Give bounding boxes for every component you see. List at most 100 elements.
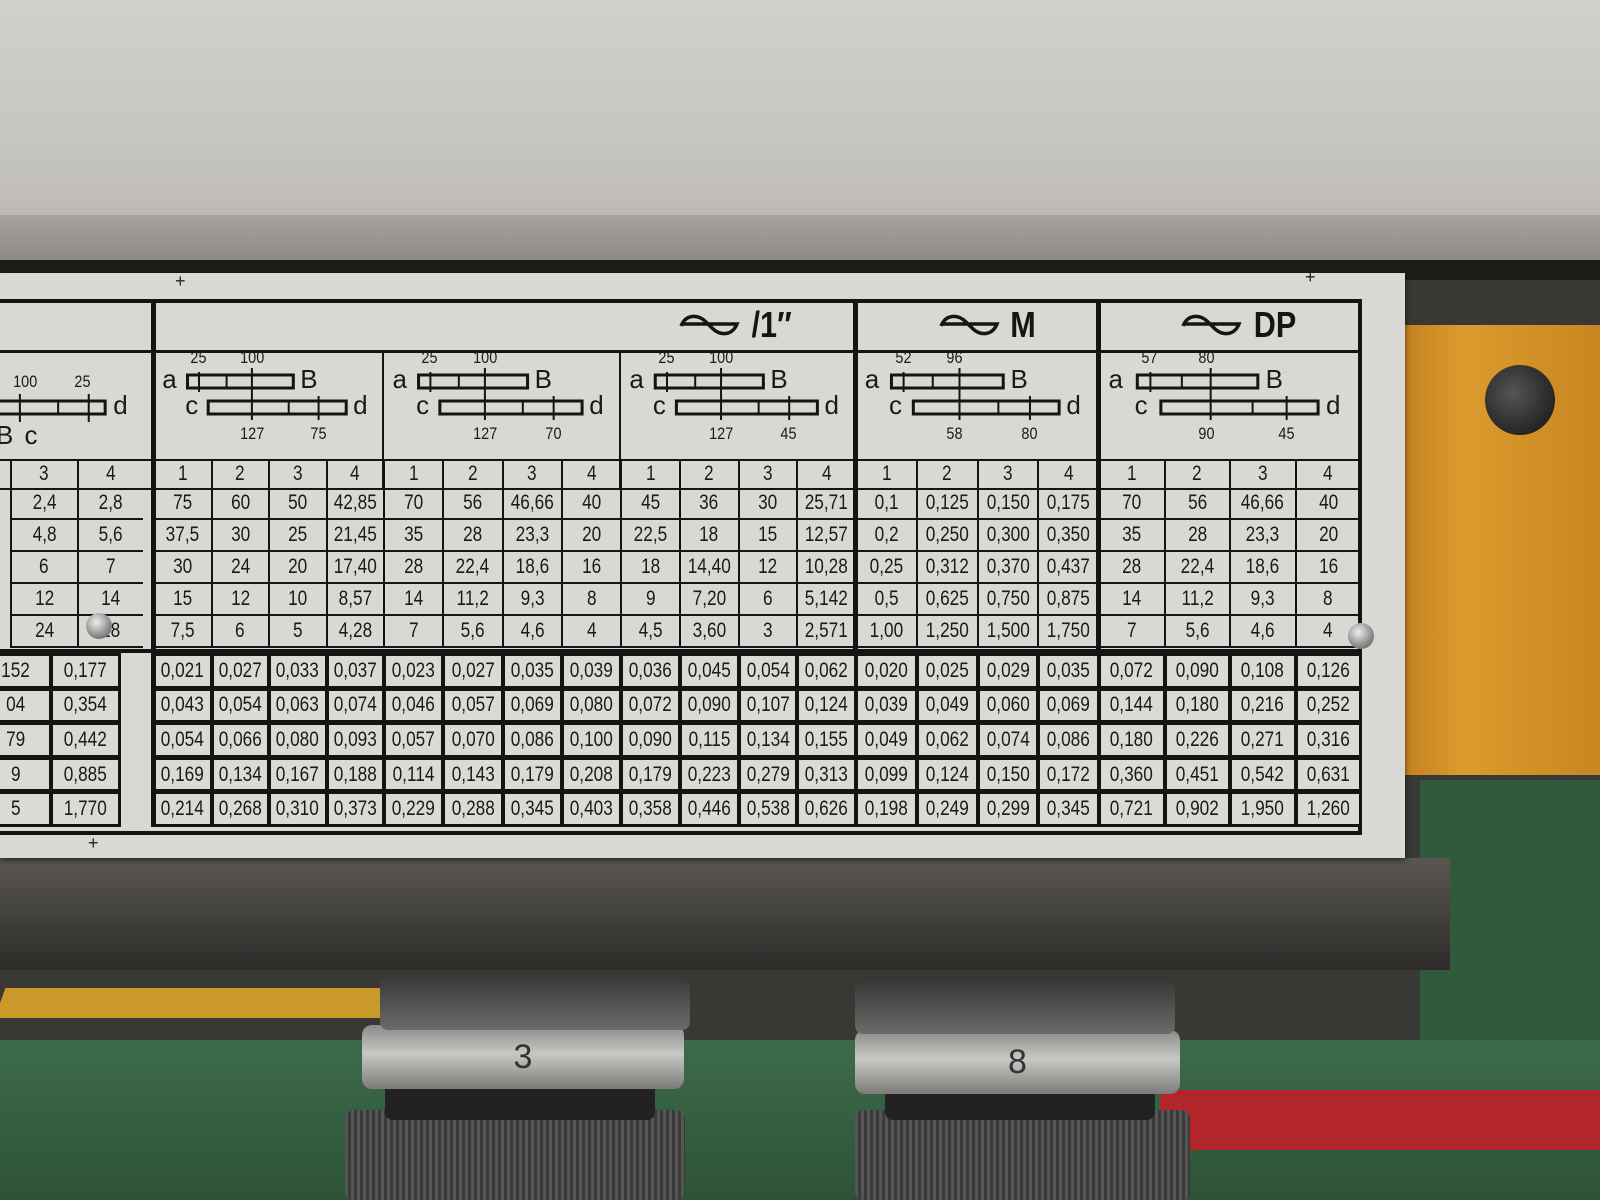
pitch-cell: 4,6	[1229, 616, 1295, 648]
feed-cell: 0,179	[620, 756, 681, 793]
pitch-cell: 5	[268, 616, 326, 648]
pitch-cell: 14	[383, 584, 443, 616]
pitch-cell: 0,150	[976, 488, 1038, 520]
column-number-text: 3	[763, 461, 773, 485]
pitch-cell: 5,6	[1163, 616, 1229, 648]
grid-line	[620, 649, 855, 653]
pitch-value: 11,2	[456, 587, 489, 610]
pitch-cell: 7	[1098, 616, 1164, 648]
feed-value: 0,249	[925, 797, 969, 821]
feed-value: 0,025	[925, 658, 969, 682]
column-number: 4	[1037, 459, 1098, 488]
pitch-cell: 20	[560, 520, 620, 552]
feed-value: 0,049	[925, 693, 969, 717]
section-title	[0, 299, 93, 350]
pitch-cell: 30	[210, 520, 268, 552]
pitch-cell: 0,750	[976, 584, 1038, 616]
pitch-value: 6	[39, 555, 50, 578]
pitch-value: 4,6	[520, 619, 545, 642]
pitch-cell: 45	[620, 488, 679, 520]
feed-cell: 0,177	[49, 653, 122, 689]
pitch-cell: 12	[10, 584, 77, 616]
feed-value: 0,885	[63, 762, 107, 786]
column-number-text: 1	[1126, 461, 1137, 485]
feed-cell: 0,150	[976, 756, 1040, 793]
feed-value: 0,144	[1110, 693, 1154, 717]
pitch-value: 7,5	[170, 619, 195, 642]
feed-value: 0,036	[628, 658, 672, 682]
pitch-value: 7	[1126, 619, 1137, 642]
feed-cell: 0,902	[1163, 791, 1231, 827]
feed-cell: 0,538	[737, 791, 799, 827]
gear-letter-c: c	[652, 390, 666, 420]
feed-value: 0,252	[1306, 693, 1350, 717]
feed-cell: 0,721	[1098, 791, 1166, 827]
feed-value: 0,208	[569, 762, 613, 786]
feed-cell: 0,345	[1037, 791, 1100, 827]
feed-value: 0,057	[392, 727, 436, 751]
gear-selector-dial-left[interactable]: 3	[362, 1025, 684, 1089]
feed-cell: 0,229	[382, 791, 445, 827]
pitch-value: 6	[763, 587, 773, 610]
column-number-text: 4	[586, 461, 597, 485]
gear-selector-dial-right[interactable]: 8	[855, 1030, 1180, 1094]
feed-cell: 0,057	[382, 722, 445, 758]
pitch-value: 12	[34, 587, 54, 610]
feed-value: 0,074	[986, 727, 1030, 751]
feed-value: 0,100	[569, 727, 613, 751]
feed-cell: 0,060	[976, 687, 1040, 724]
pitch-value: 0,5	[874, 587, 899, 610]
column-number-text: 2	[468, 461, 478, 485]
pitch-cell: 70	[1098, 488, 1164, 520]
column-number-text: 2	[235, 461, 246, 485]
pitch-value: 3,60	[692, 619, 726, 642]
knurled-knob-right[interactable]	[855, 1110, 1190, 1200]
gear-d-teeth: 80	[1021, 424, 1038, 443]
pitch-value: 0,2	[874, 523, 899, 546]
subsection-divider	[382, 350, 384, 488]
grid-line	[0, 350, 153, 353]
gear-letter-a: a	[864, 364, 880, 394]
pitch-cell: 18	[620, 552, 679, 584]
pitch-cell: 14,40	[678, 552, 738, 584]
gear-teeth: 25	[74, 372, 91, 391]
feed-cell: 0,271	[1229, 722, 1297, 758]
feed-value: 0,316	[1306, 727, 1350, 751]
pitch-cell: 8	[560, 584, 620, 616]
column-number-text: 2	[942, 461, 952, 485]
pitch-cell: 18	[678, 520, 738, 552]
feed-value: 0,279	[746, 762, 790, 786]
feed-value: 0,126	[1306, 658, 1350, 682]
pitch-value: 24	[230, 555, 250, 578]
pitch-value: 0,250	[925, 523, 969, 546]
feed-cell: 0,631	[1294, 756, 1362, 793]
pitch-value: 4,5	[638, 619, 663, 642]
feed-value: 0,090	[628, 727, 672, 751]
pitch-value: 0,312	[925, 555, 969, 578]
feed-cell: 0,310	[268, 791, 328, 827]
feed-cell: 0,086	[501, 722, 563, 758]
pitch-value: 15	[758, 523, 778, 546]
feed-cell: 0,360	[1098, 756, 1166, 793]
gear-d-teeth: 45	[780, 424, 797, 443]
pitch-cell: 1,250	[915, 616, 977, 648]
gear-a-teeth: 25	[421, 348, 438, 367]
pitch-value: 1,00	[869, 619, 904, 642]
column-number: 3	[268, 459, 326, 488]
gear-letter-b: B	[0, 420, 14, 450]
feed-cell: 0,100	[560, 722, 623, 758]
pitch-cell: 2,4	[10, 488, 77, 520]
feed-cell: 0,114	[382, 756, 445, 793]
feed-cell: 0,626	[796, 791, 857, 827]
knurled-knob-left[interactable]	[345, 1110, 685, 1200]
feed-cell: 0,179	[501, 756, 563, 793]
pitch-cell: 7	[383, 616, 443, 648]
pitch-value: 22,4	[456, 555, 490, 578]
pitch-cell: 50	[268, 488, 326, 520]
feed-cell: 0,054	[737, 653, 799, 689]
feed-value: 0,134	[218, 762, 262, 786]
feed-value: 0,155	[805, 727, 849, 751]
grid-line	[383, 649, 620, 653]
feed-value: 0,043	[161, 693, 205, 717]
pitch-value: 75	[173, 491, 193, 514]
